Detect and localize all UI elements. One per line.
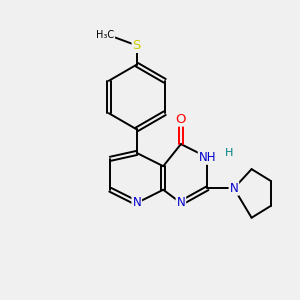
Text: H₃C: H₃C [96, 30, 114, 40]
Text: N: N [132, 196, 141, 209]
Text: NH: NH [199, 151, 216, 164]
Text: N: N [176, 196, 185, 209]
Text: O: O [176, 112, 186, 126]
Text: H: H [224, 148, 233, 158]
Text: S: S [133, 39, 141, 52]
Text: N: N [230, 182, 238, 195]
